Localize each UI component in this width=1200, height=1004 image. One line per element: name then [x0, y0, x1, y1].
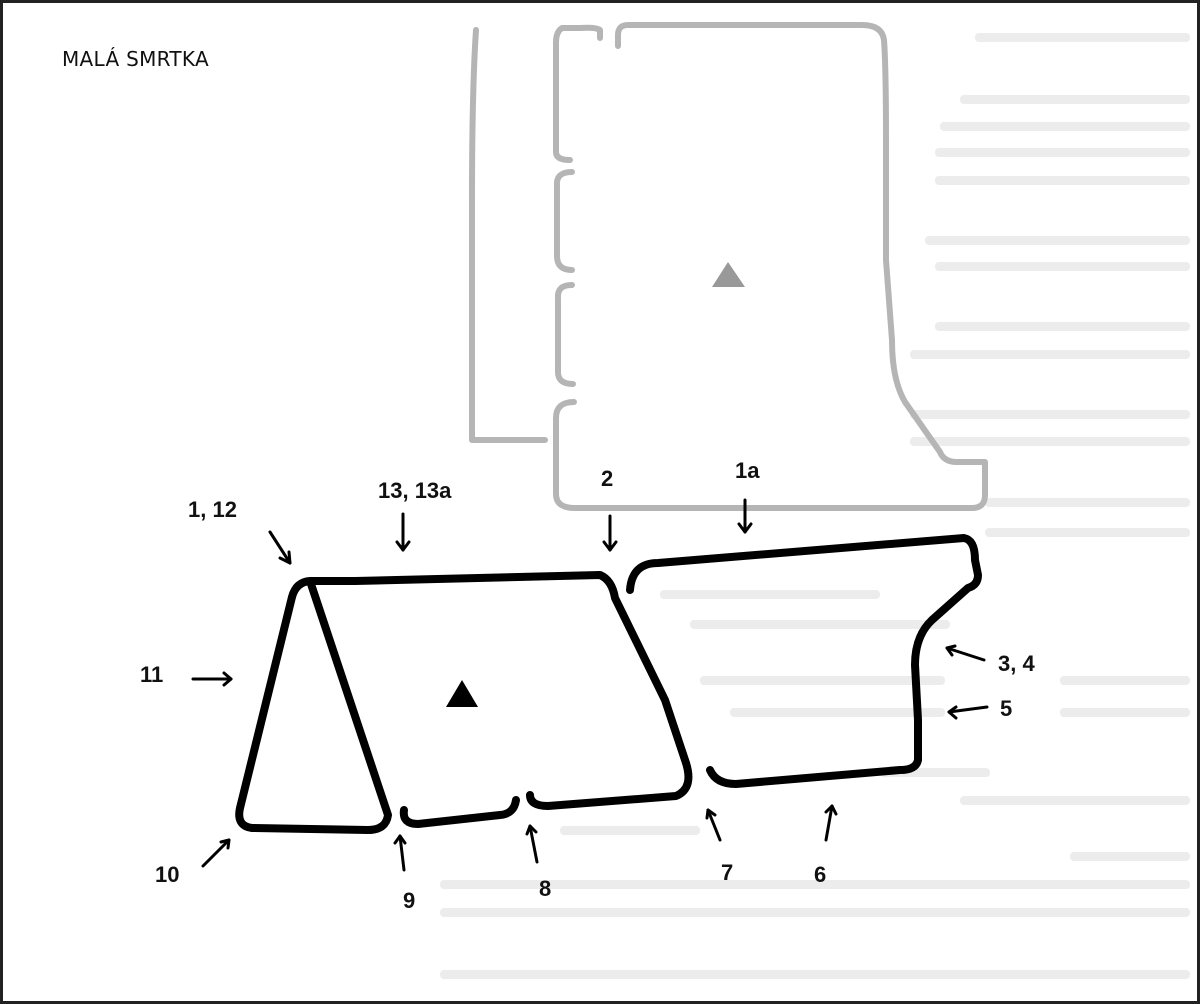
callout-arrows	[191, 498, 989, 872]
ghost-outline-part	[554, 282, 576, 387]
label-11: 11	[140, 662, 164, 687]
label-10: 10	[155, 862, 180, 887]
arrow-1-12	[268, 530, 292, 565]
label-1-12: 1, 12	[188, 497, 237, 522]
label-3-4: 3, 4	[998, 651, 1035, 676]
ghost-outline-part	[469, 27, 548, 443]
ghost-panel	[469, 22, 988, 511]
arrow-7	[705, 808, 722, 842]
ghost-outline-part	[553, 169, 575, 273]
arrow-6	[824, 804, 838, 842]
ghost-outline-part	[553, 22, 988, 511]
label-5: 5	[1000, 696, 1013, 721]
arrow-9	[393, 834, 407, 872]
diagram-title: MALÁ SMRTKA	[62, 47, 209, 71]
marker-triangle	[446, 680, 478, 707]
label-8: 8	[539, 876, 552, 901]
label-7: 7	[721, 860, 734, 885]
label-13-13a: 13, 13a	[378, 478, 452, 503]
arrow-5	[947, 705, 989, 720]
ghost-outline-part	[553, 24, 603, 163]
label-9: 9	[403, 888, 416, 913]
label-2: 2	[601, 466, 614, 491]
label-1a: 1a	[735, 458, 760, 483]
left-panel-outline	[235, 571, 693, 834]
right-panel-outline	[626, 534, 982, 788]
arrow-1a	[737, 498, 753, 534]
arrow-3-4	[945, 644, 986, 662]
arrow-2	[602, 514, 618, 552]
arrow-13-13a	[395, 512, 411, 552]
arrow-10	[201, 838, 231, 868]
ghost-marker-triangle	[712, 262, 745, 287]
label-6: 6	[814, 862, 827, 887]
arrow-8	[525, 824, 539, 864]
arrow-11	[191, 671, 233, 687]
